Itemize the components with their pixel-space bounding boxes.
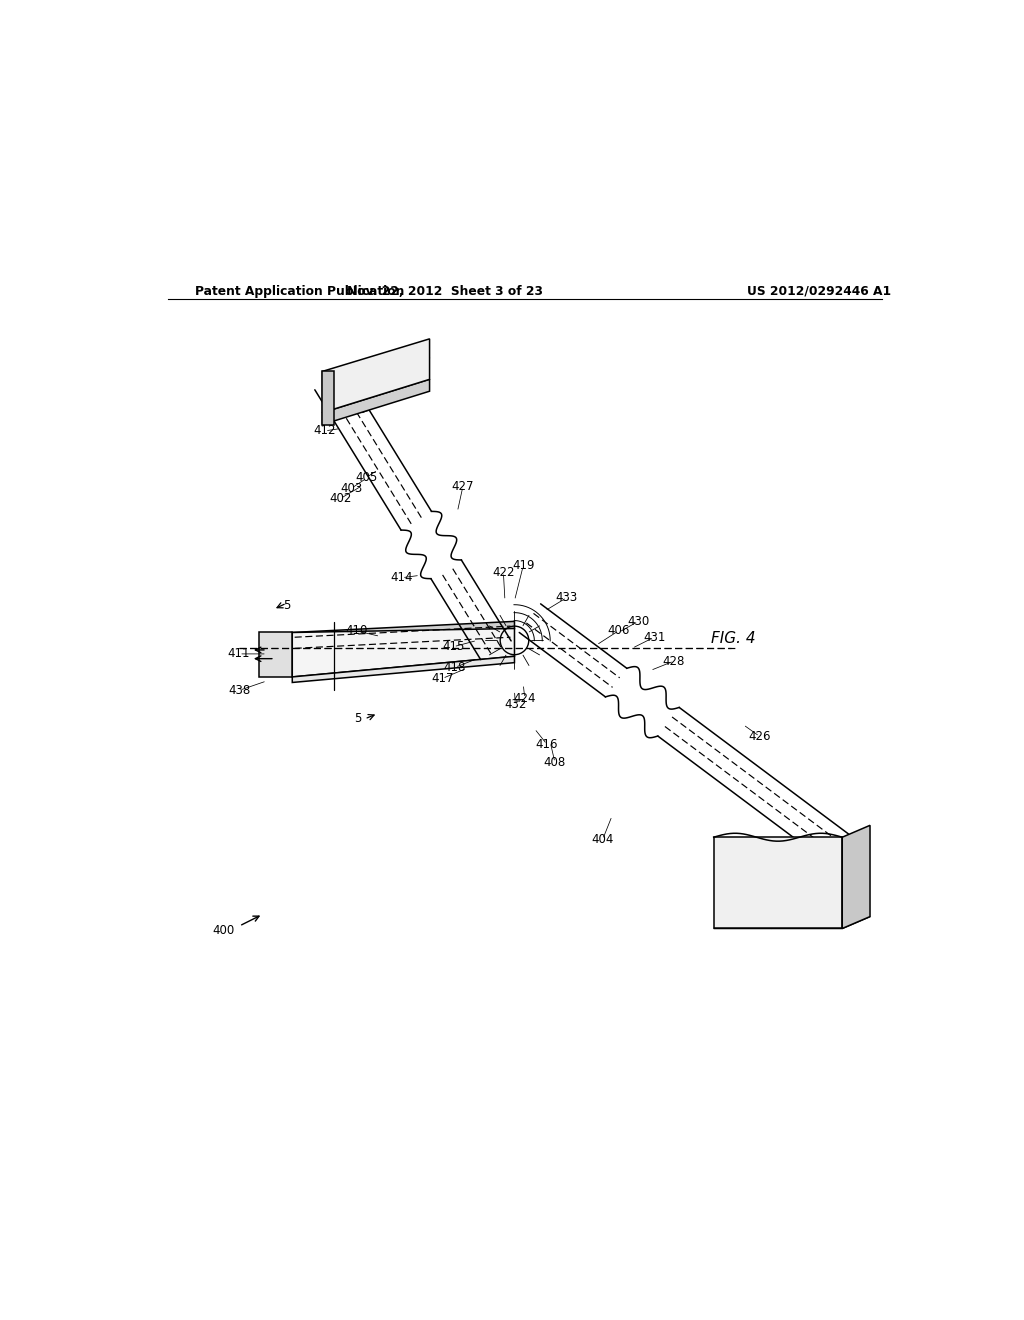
Text: 438: 438 <box>228 684 250 697</box>
Text: 424: 424 <box>514 692 536 705</box>
Text: 407: 407 <box>362 380 385 393</box>
Polygon shape <box>323 379 430 425</box>
Polygon shape <box>323 371 334 425</box>
Polygon shape <box>714 916 870 928</box>
Text: US 2012/0292446 A1: US 2012/0292446 A1 <box>748 285 891 298</box>
Text: 408: 408 <box>347 396 370 409</box>
Text: 400: 400 <box>212 924 234 937</box>
Text: 5: 5 <box>354 713 361 726</box>
Text: 416: 416 <box>536 738 558 751</box>
Text: 427: 427 <box>452 480 474 492</box>
Text: 404: 404 <box>592 833 613 846</box>
Text: 418: 418 <box>443 661 466 675</box>
Text: 411: 411 <box>228 647 250 660</box>
Text: 405: 405 <box>355 471 377 484</box>
Polygon shape <box>714 837 842 928</box>
Text: Nov. 22, 2012  Sheet 3 of 23: Nov. 22, 2012 Sheet 3 of 23 <box>347 285 544 298</box>
Text: 430: 430 <box>627 615 649 628</box>
Polygon shape <box>292 656 514 682</box>
Text: 433: 433 <box>556 591 578 605</box>
Polygon shape <box>259 632 292 677</box>
Text: FIG. 4: FIG. 4 <box>712 631 756 647</box>
Text: 419: 419 <box>512 560 535 573</box>
Text: 428: 428 <box>663 655 685 668</box>
Text: 414: 414 <box>390 572 413 585</box>
Text: 410: 410 <box>345 624 368 638</box>
Text: 406: 406 <box>607 624 630 638</box>
Text: 415: 415 <box>442 640 465 653</box>
Polygon shape <box>292 622 514 640</box>
Text: 432: 432 <box>504 698 526 711</box>
Text: 403: 403 <box>341 482 362 495</box>
Text: 408: 408 <box>544 756 566 770</box>
Text: 402: 402 <box>330 492 352 504</box>
Polygon shape <box>292 628 514 677</box>
Text: Patent Application Publication: Patent Application Publication <box>196 285 404 298</box>
Text: 422: 422 <box>493 566 515 578</box>
Text: 417: 417 <box>431 672 454 685</box>
Polygon shape <box>323 339 430 413</box>
Text: 412: 412 <box>313 425 336 437</box>
Text: 426: 426 <box>749 730 771 743</box>
Polygon shape <box>842 825 870 928</box>
Text: 5: 5 <box>283 599 291 612</box>
Text: 431: 431 <box>643 631 666 644</box>
